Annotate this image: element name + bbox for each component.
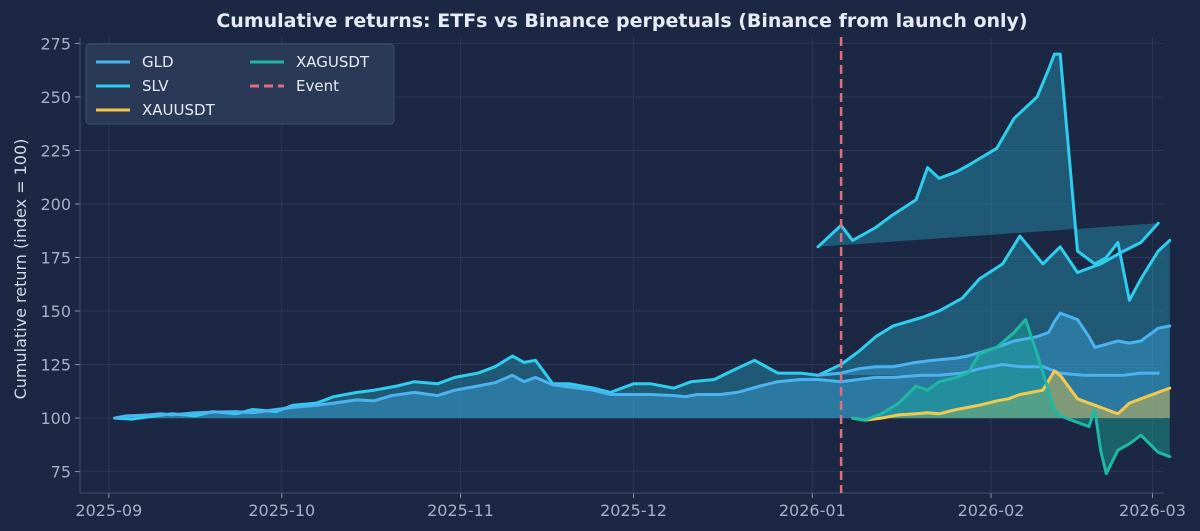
x-tick-label: 2025-12: [600, 501, 667, 520]
y-tick-label: 200: [40, 195, 71, 214]
legend-label-event: Event: [296, 77, 339, 95]
series-line-gld: [113, 363, 1160, 420]
legend: GLD SLV XAUUSDT XAGUSDT Event: [85, 43, 395, 125]
y-tick-label: 225: [40, 141, 71, 160]
y-tick-label: 250: [40, 88, 71, 107]
series-line-xagusdt: [851, 318, 1172, 476]
y-tick-label: 175: [40, 249, 71, 268]
x-tick-label: 2026-02: [958, 501, 1025, 520]
area-slv: [114, 54, 1170, 420]
area-xauusdt: [852, 371, 1170, 421]
y-axis-label: Cumulative return (index = 100): [11, 139, 30, 400]
legend-label-slv: SLV: [142, 77, 169, 95]
y-tick-label: 75: [51, 463, 71, 482]
area-gld: [114, 313, 1170, 419]
legend-label-xauusdt: XAUUSDT: [142, 101, 216, 119]
legend-label-gld: GLD: [142, 53, 174, 71]
x-tick-label: 2025-09: [75, 501, 142, 520]
x-tick-label: 2026-01: [779, 501, 846, 520]
series-line-slv-overlay: [816, 52, 1172, 302]
x-tick-label: 2025-10: [248, 501, 315, 520]
series-line-xauusdt: [851, 369, 1172, 422]
y-tick-label: 100: [40, 409, 71, 428]
chart-title: Cumulative returns: ETFs vs Binance perp…: [216, 10, 1027, 32]
y-tick-label: 150: [40, 302, 71, 321]
legend-box: [85, 43, 395, 125]
y-tick-label: 275: [40, 34, 71, 53]
series-line-gld-overlay: [816, 311, 1172, 377]
x-tick-label: 2026-03: [1119, 501, 1186, 520]
y-tick-label: 125: [40, 356, 71, 375]
legend-label-xagusdt: XAGUSDT: [296, 53, 370, 71]
x-tick-label: 2025-11: [427, 501, 494, 520]
